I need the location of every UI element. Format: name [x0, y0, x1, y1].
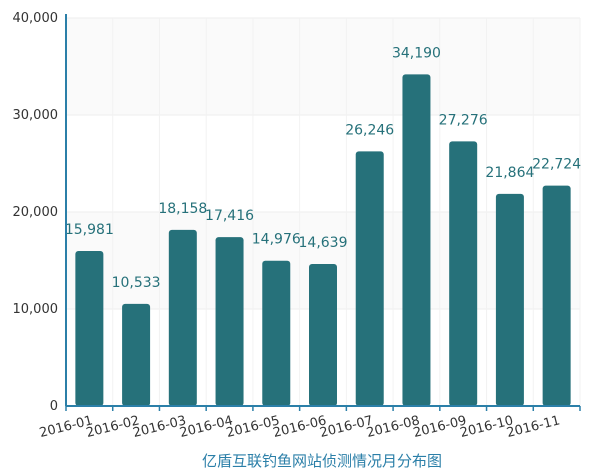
gridlines: [65, 17, 581, 407]
data-label: 27,276: [439, 112, 488, 128]
bar: [122, 303, 151, 406]
bar: [75, 250, 104, 406]
x-tick-label: 2016-11: [505, 413, 561, 441]
y-tick-label: 0: [50, 399, 58, 414]
y-tick-label: 40,000: [13, 11, 59, 26]
axes: [65, 14, 580, 407]
data-label: 14,976: [252, 232, 301, 248]
data-label: 14,639: [299, 235, 348, 251]
bar: [215, 237, 244, 406]
bar: [495, 193, 524, 406]
x-axis-title: 亿盾互联钓鱼网站侦测情况月分布图: [202, 452, 442, 470]
grid-band: [66, 18, 580, 115]
data-label: 18,158: [158, 201, 207, 217]
bar: [262, 260, 291, 406]
data-label: 17,416: [205, 208, 254, 224]
data-label: 26,246: [345, 122, 394, 138]
y-tick-label: 10,000: [13, 302, 59, 317]
bar: [542, 185, 571, 406]
y-tick-label: 20,000: [13, 205, 59, 220]
y-axis-ticks: 0 10,000 20,000 30,000 40,000: [13, 11, 59, 414]
y-tick-label: 30,000: [13, 108, 59, 123]
bar: [402, 74, 431, 407]
x-axis-ticks: 2016-012016-022016-032016-042016-052016-…: [38, 406, 581, 441]
data-label: 34,190: [392, 45, 441, 61]
bar: [449, 141, 478, 407]
data-label: 21,864: [485, 165, 534, 181]
data-label: 22,724: [532, 157, 581, 173]
bar: [168, 229, 197, 406]
bar: [309, 264, 337, 406]
bar: [355, 151, 384, 406]
bars: [75, 74, 571, 407]
data-label: 10,533: [112, 275, 161, 291]
data-label: 15,981: [65, 222, 114, 238]
